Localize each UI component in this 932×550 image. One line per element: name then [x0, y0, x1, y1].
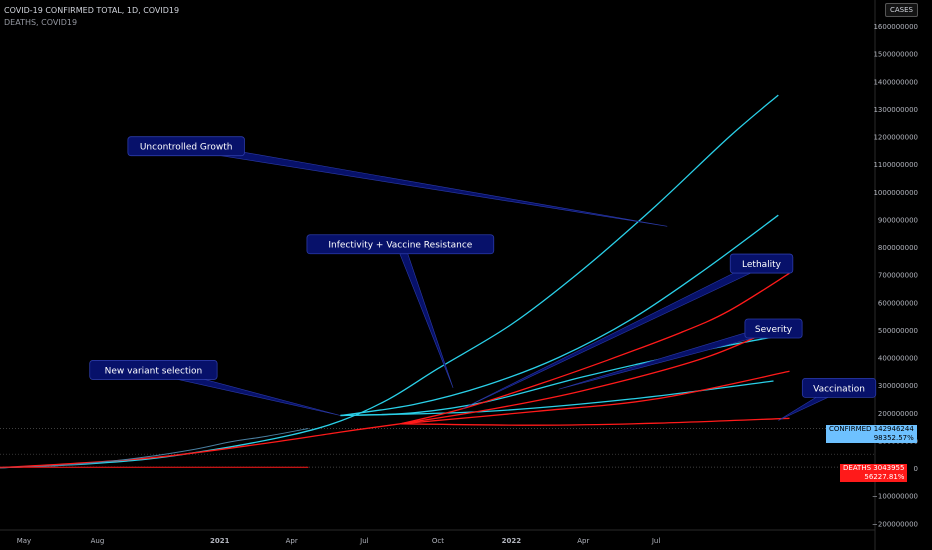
y-tick-label: 400000000	[878, 355, 918, 363]
annotation-pointer	[185, 141, 668, 227]
y-tick-label: 300000000	[878, 382, 918, 390]
annotation-box	[801, 377, 877, 398]
projection-curve	[0, 423, 401, 469]
y-tick-label: 1200000000	[873, 134, 918, 142]
annotation-box	[306, 234, 495, 255]
x-tick-label: 2022	[502, 537, 522, 545]
y-tick-label: 700000000	[878, 272, 918, 280]
annotation-label: Lethality	[742, 260, 782, 270]
confirmed-tag-percent: 98352.57%	[873, 434, 914, 442]
projection-curve	[340, 214, 779, 417]
annotation-label: Uncontrolled Growth	[140, 143, 233, 153]
y-tick-label: −100000000	[872, 493, 918, 501]
x-tick-label: Aug	[91, 537, 105, 545]
x-tick-label: Apr	[577, 537, 589, 545]
confirmed-tag-label: CONFIRMED	[829, 425, 872, 433]
projection-curve	[400, 417, 790, 426]
annotation-label: Infectivity + Vaccine Resistance	[328, 241, 472, 251]
annotation-label: New variant selection	[105, 366, 203, 376]
x-tick-label: Jul	[359, 537, 369, 545]
annotation-pointer	[396, 242, 454, 388]
confirmed-price-tag: CONFIRMED 142946244 98352.57%	[826, 425, 917, 443]
y-tick-label: −200000000	[872, 520, 918, 528]
annotation-box	[744, 318, 803, 339]
y-tick-label: 600000000	[878, 299, 918, 307]
projection-curve	[400, 321, 790, 425]
y-tick-label: 1600000000	[873, 23, 918, 31]
annotation-box	[89, 360, 218, 380]
annotation-pointer	[558, 324, 775, 390]
y-tick-label: 0	[914, 465, 918, 473]
x-tick-label: Oct	[432, 537, 444, 545]
confirmed-tag-value: 142946244	[873, 425, 914, 433]
chart-title-overlay: DEATHS, COVID19	[4, 18, 78, 27]
x-tick-label: Apr	[286, 537, 298, 545]
y-tick-label: 1500000000	[873, 51, 918, 59]
deaths-tag-percent: 56227.81%	[864, 473, 905, 481]
annotation-box	[729, 253, 794, 274]
chart-title-symbol: COVID-19 CONFIRMED TOTAL, 1D, COVID19	[4, 6, 180, 15]
y-tick-label: 1100000000	[873, 161, 918, 169]
deaths-tag-label: DEATHS	[843, 464, 872, 472]
confirmed-series-line	[0, 428, 309, 469]
y-tick-label: 500000000	[878, 327, 918, 335]
projection-curve	[400, 370, 790, 425]
x-tick-label: May	[17, 537, 31, 545]
y-tick-label: 200000000	[878, 410, 918, 418]
projection-curve	[0, 94, 779, 469]
annotation-label: Severity	[755, 325, 793, 335]
y-tick-label: 1300000000	[873, 106, 918, 114]
annotation-box	[127, 136, 245, 157]
y-tick-label: 1400000000	[873, 78, 918, 86]
scale-mode-button[interactable]: CASES	[885, 3, 918, 17]
y-tick-label: 800000000	[878, 244, 918, 252]
deaths-price-tag: DEATHS 3043955 56227.81%	[840, 464, 908, 482]
y-tick-label: 1000000000	[873, 189, 918, 197]
projection-curve	[340, 380, 774, 417]
x-tick-label: 2021	[210, 537, 230, 545]
annotation-label: Vaccination	[813, 384, 865, 394]
x-tick-label: Jul	[651, 537, 661, 545]
y-tick-label: 900000000	[878, 216, 918, 224]
deaths-tag-value: 3043955	[873, 464, 905, 472]
